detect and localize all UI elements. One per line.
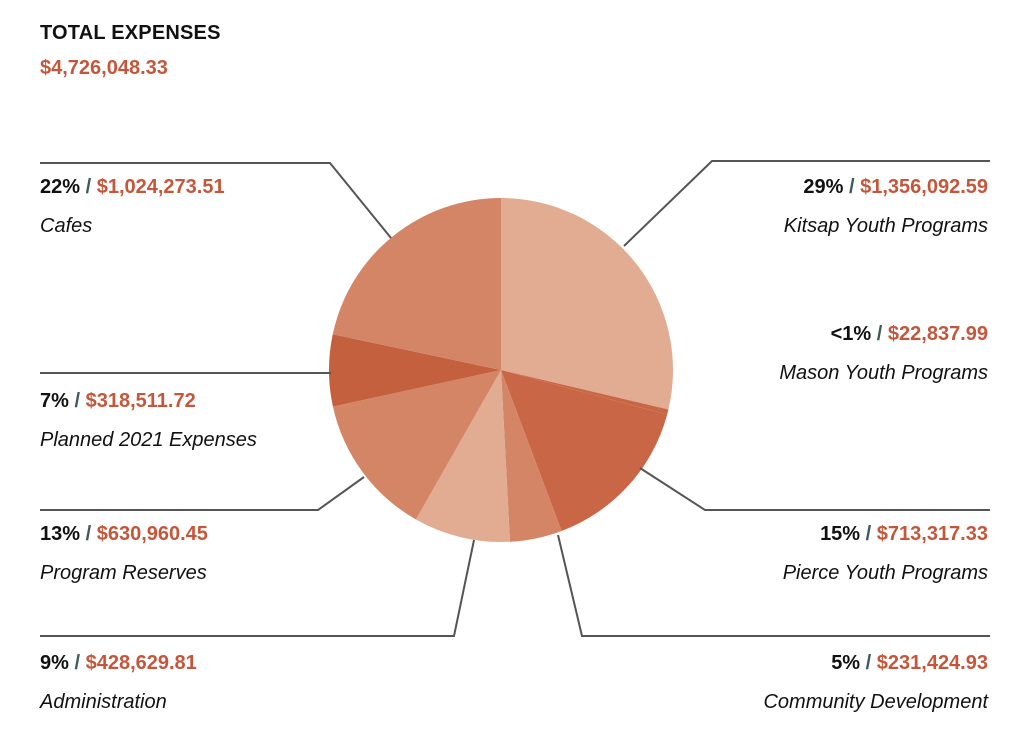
label-administration: 9% / $428,629.81 Administration (40, 652, 460, 714)
name-planned-2021-expenses: Planned 2021 Expenses (40, 429, 257, 451)
label-program-reserves: 13% / $630,960.45 Program Reserves (40, 523, 460, 585)
amount-mason-youth-programs: $22,837.99 (887, 323, 988, 345)
name-community-development: Community Development (763, 691, 988, 713)
percent-administration: 9% (40, 652, 69, 674)
name-kitsap-youth-programs: Kitsap Youth Programs (783, 215, 988, 237)
name-program-reserves: Program Reserves (40, 562, 207, 584)
leader-line (557, 534, 990, 637)
label-pierce-youth-programs: 15% / $713,317.33 Pierce Youth Programs (568, 523, 988, 585)
pie-slice-administration (415, 370, 510, 542)
amount-kitsap-youth-programs: $1,356,092.59 (860, 176, 988, 198)
name-administration: Administration (40, 691, 167, 713)
amount-planned-2021-expenses: $318,511.72 (85, 390, 196, 412)
label-kitsap-youth-programs: 29% / $1,356,092.59 Kitsap Youth Program… (568, 176, 988, 238)
percent-kitsap-youth-programs: 29% (803, 176, 844, 198)
amount-community-development: $231,424.93 (876, 652, 988, 674)
leader-line (639, 467, 990, 511)
leader-line (40, 162, 392, 239)
leader-line (623, 160, 990, 247)
name-cafes: Cafes (40, 215, 93, 237)
pie-slice-kitsap-youth-programs (501, 198, 674, 410)
label-mason-youth-programs: <1% / $22,837.99 Mason Youth Programs (568, 323, 988, 385)
leader-lines (40, 160, 990, 637)
percent-program-reserves: 13% (40, 523, 81, 545)
amount-program-reserves: $630,960.45 (96, 523, 208, 545)
total-amount: $4,726,048.33 (40, 57, 168, 79)
percent-cafes: 22% (40, 176, 81, 198)
pie-slice-pierce-youth-programs (501, 370, 668, 531)
amount-cafes: $1,024,273.51 (96, 176, 225, 198)
name-mason-youth-programs: Mason Youth Programs (779, 362, 988, 384)
pie-slices (328, 198, 674, 542)
percent-planned-2021-expenses: 7% (40, 390, 69, 412)
leader-line (40, 476, 365, 511)
chart-title: TOTAL EXPENSES (40, 22, 221, 44)
label-cafes: 22% / $1,024,273.51 Cafes (40, 176, 460, 238)
amount-administration: $428,629.81 (85, 652, 197, 674)
amount-pierce-youth-programs: $713,317.33 (876, 523, 988, 545)
pie-slice-community-development (501, 370, 562, 542)
pie-slice-cafes (332, 198, 501, 370)
pie-slice-program-reserves (332, 370, 501, 520)
name-pierce-youth-programs: Pierce Youth Programs (782, 562, 988, 584)
percent-mason-youth-programs: <1% (830, 323, 872, 345)
label-planned-2021-expenses: 7% / $318,511.72 Planned 2021 Expenses (40, 390, 460, 452)
pie-slice-planned-2021-expenses (328, 334, 501, 407)
percent-pierce-youth-programs: 15% (820, 523, 861, 545)
label-community-development: 5% / $231,424.93 Community Development (568, 652, 988, 714)
leader-line (40, 539, 475, 637)
pie-slice-mason-youth-programs (501, 370, 669, 415)
percent-community-development: 5% (831, 652, 861, 674)
